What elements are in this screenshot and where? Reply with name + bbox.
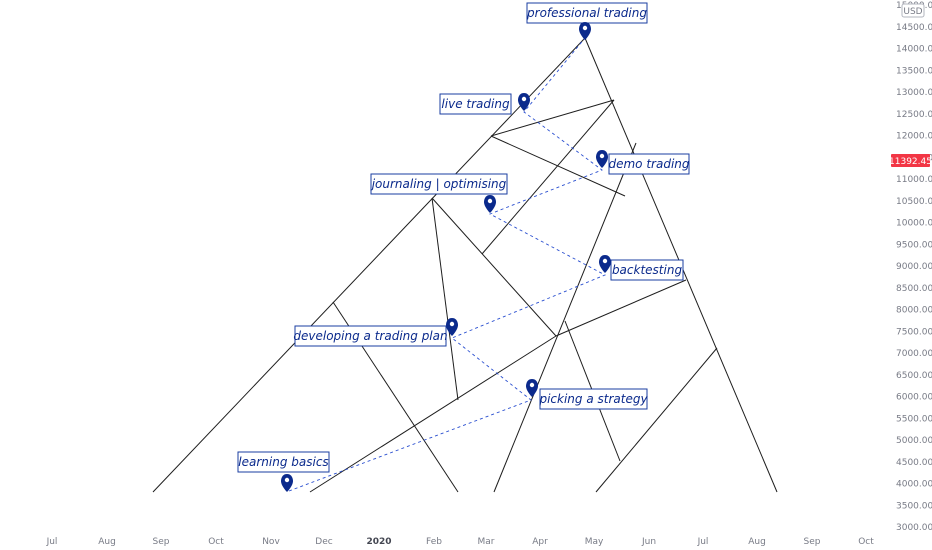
map-pin-icon xyxy=(526,379,538,397)
time-tick-label: Sep xyxy=(153,537,170,547)
map-pin-icon xyxy=(599,255,611,273)
time-tick-label: Jul xyxy=(697,537,709,547)
time-tick-label: Jun xyxy=(641,537,656,547)
map-pin-icon xyxy=(281,474,293,492)
annotation-label: demo trading xyxy=(608,157,689,171)
price-tick-label: 13500.00 xyxy=(896,66,932,76)
annotation-live-trading[interactable]: live trading xyxy=(439,93,530,115)
trend-line xyxy=(595,347,718,493)
time-tick-label: Sep xyxy=(804,537,821,547)
annotation-professional-trading[interactable]: professional trading xyxy=(526,2,648,40)
trend-line xyxy=(490,99,615,137)
time-tick-label: May xyxy=(585,537,604,547)
trend-line xyxy=(152,37,586,493)
price-tick-label: 6000.00 xyxy=(896,393,932,403)
time-tick-label: Aug xyxy=(98,537,116,547)
time-tick-label: Oct xyxy=(208,537,224,547)
trend-line xyxy=(309,335,557,493)
trend-line xyxy=(481,99,615,255)
price-tick-label: 12500.00 xyxy=(896,110,932,120)
annotation-demo-trading[interactable]: demo trading xyxy=(596,150,690,175)
trend-line xyxy=(493,142,637,493)
time-tick-label: Apr xyxy=(532,537,548,547)
price-tick-label: 7000.00 xyxy=(896,349,932,359)
price-tick-label: 4000.00 xyxy=(896,480,932,490)
time-tick-label: 2020 xyxy=(366,537,391,547)
annotation-learning-basics[interactable]: learning basics xyxy=(237,451,330,492)
price-tick-label: 4500.00 xyxy=(896,458,932,468)
annotation-label: professional trading xyxy=(526,6,647,20)
price-tick-label: 3000.00 xyxy=(896,523,932,533)
price-tick-label: 14000.00 xyxy=(896,45,932,55)
progress-path xyxy=(288,37,607,492)
price-tick-label: 14500.00 xyxy=(896,23,932,33)
time-tick-label: Jul xyxy=(46,537,58,547)
map-pin-icon xyxy=(518,93,530,111)
annotation-label: live trading xyxy=(441,97,510,111)
price-tick-label: 13000.00 xyxy=(896,88,932,98)
time-tick-label: Oct xyxy=(858,537,874,547)
time-tick-label: Feb xyxy=(426,537,442,547)
annotation-label: developing a trading plan xyxy=(293,329,447,343)
map-pin-icon xyxy=(484,195,496,213)
trend-line xyxy=(431,197,557,337)
price-tick-label: 11000.00 xyxy=(896,175,932,185)
trend-lines xyxy=(152,37,778,493)
price-tick-label: 5500.00 xyxy=(896,414,932,424)
annotation-picking-a-strategy[interactable]: picking a strategy xyxy=(526,379,648,410)
price-axis[interactable]: 15000.0014500.0014000.0013500.0013000.00… xyxy=(896,1,932,533)
price-tick-label: 6500.00 xyxy=(896,371,932,381)
time-tick-label: Aug xyxy=(748,537,766,547)
currency-label[interactable]: USD xyxy=(901,3,925,18)
annotation-label: backtesting xyxy=(612,263,683,277)
price-tick-label: 7500.00 xyxy=(896,327,932,337)
annotation-label: learning basics xyxy=(238,455,328,469)
price-tick-label: 3500.00 xyxy=(896,501,932,511)
annotation-backtesting[interactable]: backtesting xyxy=(599,255,684,281)
annotation-journaling-optimising[interactable]: journaling | optimising xyxy=(370,173,508,213)
price-tick-label: 5000.00 xyxy=(896,436,932,446)
map-pin-icon xyxy=(446,318,458,336)
time-tick-label: Mar xyxy=(478,537,495,547)
price-tick-label: 9000.00 xyxy=(896,262,932,272)
price-tick-label: 8500.00 xyxy=(896,284,932,294)
price-tick-label: 8000.00 xyxy=(896,306,932,316)
time-tick-label: Nov xyxy=(262,537,280,547)
price-tick-label: 10500.00 xyxy=(896,197,932,207)
price-tick-label: 9500.00 xyxy=(896,240,932,250)
map-pin-icon xyxy=(579,22,591,40)
annotation-developing-a-trading-plan[interactable]: developing a trading plan xyxy=(293,318,458,347)
current-price-badge: 11392.45 xyxy=(889,154,932,167)
time-tick-label: Dec xyxy=(315,537,332,547)
annotation-label: picking a strategy xyxy=(538,392,648,406)
time-axis[interactable]: Jul Aug Sep Oct Nov Dec 2020 Feb Mar Apr May Jun Jul… xyxy=(46,537,875,547)
price-tick-label: 12000.00 xyxy=(896,132,932,142)
price-tick-label: 10000.00 xyxy=(896,219,932,229)
trend-line xyxy=(555,279,687,337)
currency-text: USD xyxy=(903,7,922,17)
annotation-label: journaling | optimising xyxy=(370,177,507,191)
trend-line xyxy=(431,197,459,401)
map-pin-icon xyxy=(596,150,608,168)
current-price-text: 11392.45 xyxy=(889,157,932,167)
